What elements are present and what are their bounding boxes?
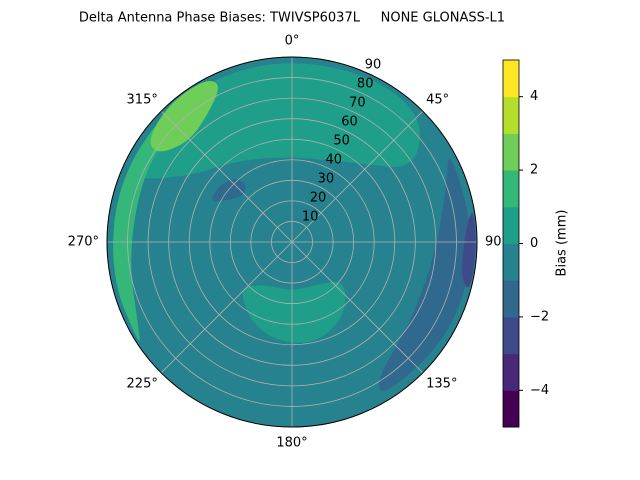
colorbar-band [503,96,519,134]
colorbar-band [503,170,519,208]
r-tick-label: 90 [365,58,382,73]
colorbar-band [503,243,519,281]
polar-frame [106,56,478,428]
theta-tick-label: 0° [285,34,300,49]
chart-title: Delta Antenna Phase Biases: TWIVSP6037L … [79,11,505,26]
angular-grid-line [291,241,424,374]
colorbar-band [503,353,519,391]
contour-region [462,212,476,288]
theta-tick-label: 90° [485,235,508,250]
r-tick-label: 10 [302,210,319,225]
r-tick-label: 20 [310,191,327,206]
contour-region [150,80,218,152]
colorbar-band [503,206,519,244]
angular-grid-line [160,241,293,374]
theta-tick-label: 45° [426,92,449,107]
r-tick-label: 60 [341,115,358,130]
theta-tick-label: 180° [276,436,307,451]
theta-tick-label: 225° [127,377,158,392]
r-tick-label: 40 [325,153,342,168]
r-tick-label: 50 [333,134,350,149]
contour-region [212,179,246,202]
r-tick-label: 70 [349,96,366,111]
axes: 10 20 30 40 50 60 70 80 90 0° 45° 90° 135° 180° 225° 27… [68,34,508,451]
colorbar-tick-label: −4 [530,383,549,398]
colorbar-tick-label: 4 [530,89,538,104]
theta-tick-label: 270° [68,235,99,250]
contour-region [113,107,177,341]
colorbar-tick-label: 0 [530,236,538,251]
angular-grid-line [291,110,424,243]
theta-tick-label: 135° [426,377,457,392]
r-tick-label: 80 [357,77,374,92]
colorbar-tick-label: −2 [530,309,549,324]
colorbar-label: Bias (mm) [555,210,570,277]
colorbar-band [503,133,519,171]
angular-grid-line [160,110,293,243]
contour-region [379,158,471,391]
colorbar-band [503,390,519,428]
colorbar-band [503,316,519,355]
colorbar-band [503,60,519,98]
r-tick-label: 30 [318,172,335,187]
colorbar-tick-label: 2 [530,163,538,178]
colorbar-band [503,280,519,318]
theta-tick-label: 315° [127,92,158,107]
